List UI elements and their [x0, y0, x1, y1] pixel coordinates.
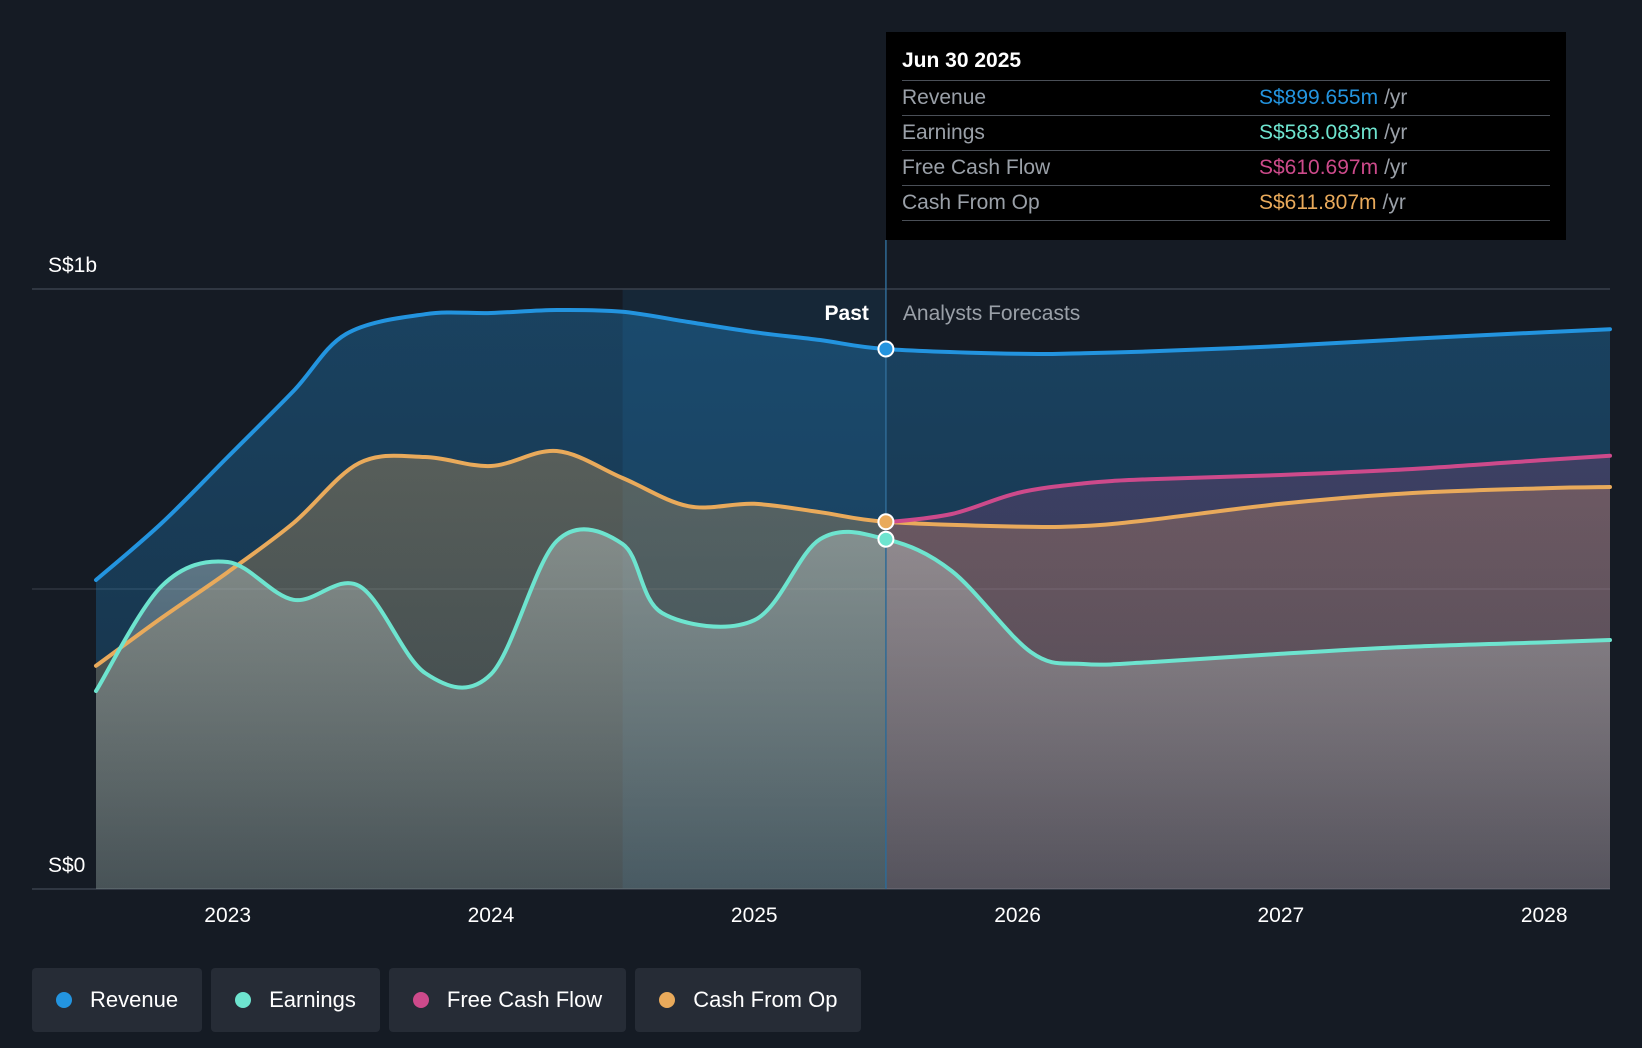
tooltip-value: S$583.083m [1259, 121, 1379, 144]
legend-dot-icon [659, 992, 676, 1008]
marker-revenue [877, 340, 895, 358]
legend-dot-icon [235, 992, 252, 1008]
tooltip-row-revenue: Revenue S$899.655m/yr [902, 80, 1550, 115]
legend-item-revenue[interactable]: Revenue [32, 968, 203, 1032]
legend-label: Free Cash Flow [446, 987, 603, 1012]
legend-item-cash-from-op[interactable]: Cash From Op [635, 968, 862, 1032]
area-earnings [96, 529, 1610, 889]
line-earnings [94, 527, 1612, 693]
x-tick-label: 2025 [731, 904, 778, 927]
legend-label: Cash From Op [693, 987, 838, 1012]
y-tick-label: S$1b [48, 254, 97, 277]
tooltip-label: Earnings [902, 121, 985, 144]
tooltip-label: Cash From Op [902, 191, 1040, 214]
legend-item-free-cash-flow[interactable]: Free Cash Flow [388, 968, 627, 1032]
x-tick-label: 2024 [468, 904, 515, 927]
tooltip-value: S$610.697m [1259, 156, 1379, 179]
legend-label: Earnings [269, 987, 356, 1012]
legend: Revenue Earnings Free Cash Flow Cash Fro… [32, 968, 870, 1032]
marker-cash-from-op [877, 513, 895, 531]
tooltip-unit: /yr [1384, 156, 1408, 179]
forecast-label: Analysts Forecasts [903, 302, 1080, 325]
legend-item-earnings[interactable]: Earnings [211, 968, 380, 1032]
x-tick-label: 2023 [204, 904, 251, 927]
marker-earnings [877, 530, 895, 548]
legend-label: Revenue [90, 987, 179, 1012]
line-revenue [94, 307, 1612, 582]
tooltip-date: Jun 30 2025 [902, 49, 1022, 72]
y-tick-label: S$0 [48, 854, 85, 877]
tooltip-value: S$899.655m [1259, 86, 1379, 109]
past-label: Past [825, 302, 869, 325]
tooltip: Jun 30 2025 Revenue S$899.655m/yr Earnin… [886, 32, 1566, 240]
tooltip-unit: /yr [1384, 121, 1408, 144]
legend-dot-icon [412, 992, 429, 1008]
tooltip-row-free-cash-flow: Free Cash Flow S$610.697m/yr [902, 150, 1550, 185]
tooltip-unit: /yr [1382, 191, 1406, 214]
x-tick-label: 2026 [994, 904, 1041, 927]
line-cash-from-op [94, 448, 1612, 668]
tooltip-row-earnings: Earnings S$583.083m/yr [902, 115, 1550, 150]
line-free-cash-flow [883, 453, 1612, 525]
tooltip-unit: /yr [1384, 86, 1408, 109]
tooltip-label: Revenue [902, 86, 987, 109]
tooltip-value: S$611.807m [1259, 191, 1377, 214]
legend-dot-icon [56, 992, 72, 1008]
x-tick-label: 2027 [1258, 904, 1305, 927]
x-tick-label: 2028 [1521, 904, 1568, 927]
tooltip-row-cash-from-op: Cash From Op S$611.807m/yr [902, 185, 1550, 221]
tooltip-label: Free Cash Flow [902, 156, 1051, 179]
